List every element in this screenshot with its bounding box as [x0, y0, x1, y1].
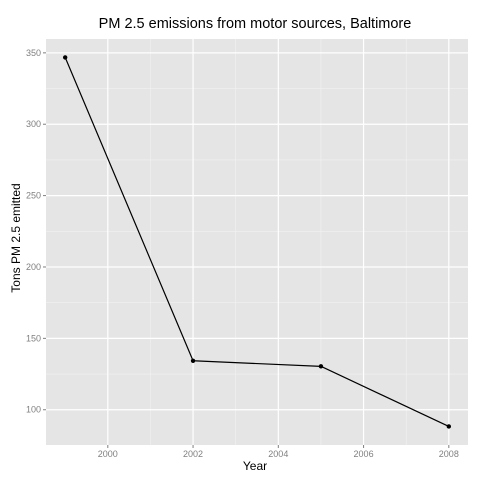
- x-axis-ticks: 2000 2002 2004 2006 2008: [98, 445, 459, 459]
- y-tick-label: 350: [26, 48, 41, 58]
- major-gridlines: [46, 39, 468, 445]
- data-point: [318, 364, 324, 369]
- x-tick-label: 2006: [354, 449, 374, 459]
- plot-panel: [46, 39, 468, 445]
- x-tick-label: 2008: [439, 449, 459, 459]
- minor-gridlines: [46, 39, 468, 445]
- chart-title: PM 2.5 emissions from motor sources, Bal…: [99, 16, 412, 32]
- y-axis-ticks: 100 150 200 250 300 350: [26, 48, 46, 415]
- series-layer: [62, 55, 452, 429]
- x-tick-label: 2002: [183, 449, 203, 459]
- x-tick-label: 2000: [98, 449, 118, 459]
- y-tick-label: 100: [26, 405, 41, 415]
- x-axis-label: Year: [243, 459, 267, 473]
- x-tick-label: 2004: [268, 449, 288, 459]
- y-tick-label: 200: [26, 262, 41, 272]
- data-point: [190, 358, 196, 363]
- y-tick-label: 150: [26, 333, 41, 343]
- y-tick-label: 250: [26, 191, 41, 201]
- data-point: [446, 424, 452, 429]
- y-tick-label: 300: [26, 119, 41, 129]
- y-axis-label: Tons PM 2.5 emitted: [9, 183, 23, 292]
- data-point: [62, 55, 68, 60]
- series-line: [64, 57, 450, 427]
